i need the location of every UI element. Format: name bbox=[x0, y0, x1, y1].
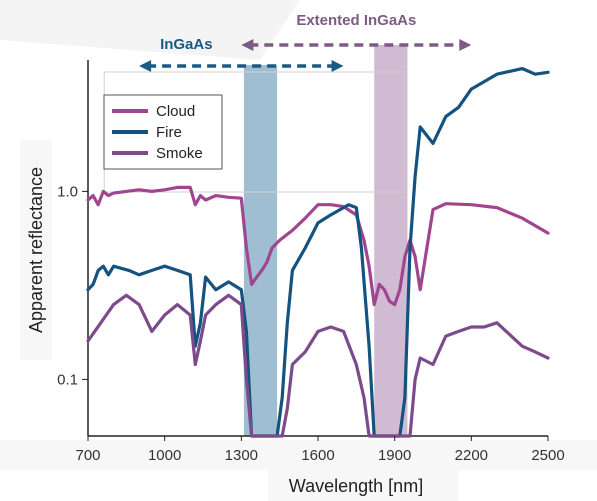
x-tick-label: 1900 bbox=[378, 447, 411, 464]
band-arrowhead-left-ingaas bbox=[139, 60, 152, 72]
series-line-fire bbox=[86, 66, 550, 438]
x-tick-label: 1000 bbox=[148, 447, 181, 464]
y-tick-label: 1.0 bbox=[57, 183, 78, 200]
band-highlight-extented-ingaas bbox=[374, 45, 408, 436]
series-lines bbox=[86, 66, 550, 438]
x-tick-label: 1600 bbox=[301, 447, 334, 464]
x-tick-label: 1300 bbox=[225, 447, 258, 464]
series-line-smoke bbox=[86, 293, 550, 438]
background-shade bbox=[0, 0, 300, 60]
legend: Cloud Fire Smoke bbox=[112, 103, 203, 162]
y-title-strip bbox=[20, 140, 52, 360]
legend-label-smoke: Smoke bbox=[156, 145, 203, 162]
axis-ticks: 700 1000 1300 1600 1900 2200 2500 0.1 1.0 bbox=[57, 183, 565, 464]
x-axis-strip bbox=[0, 440, 597, 470]
y-tick-label: 0.1 bbox=[57, 371, 78, 388]
y-axis-title: Apparent reflectance bbox=[26, 167, 46, 333]
legend-label-fire: Fire bbox=[156, 124, 182, 141]
band-label-extented-ingaas: Extented InGaAs bbox=[296, 12, 416, 29]
band-arrowhead-right-extented-ingaas bbox=[459, 39, 472, 51]
x-tick-label: 2200 bbox=[455, 447, 488, 464]
band-label-ingaas: InGaAs bbox=[160, 36, 213, 53]
x-tick-label: 700 bbox=[75, 447, 100, 464]
band-arrowhead-left-extented-ingaas bbox=[241, 39, 254, 51]
x-tick-label: 2500 bbox=[531, 447, 564, 464]
x-axis-title: Wavelength [nm] bbox=[289, 476, 423, 496]
x-title-strip bbox=[268, 468, 458, 501]
series-line-cloud bbox=[86, 185, 550, 307]
legend-label-cloud: Cloud bbox=[156, 103, 195, 120]
band-arrowhead-right-ingaas bbox=[331, 60, 344, 72]
